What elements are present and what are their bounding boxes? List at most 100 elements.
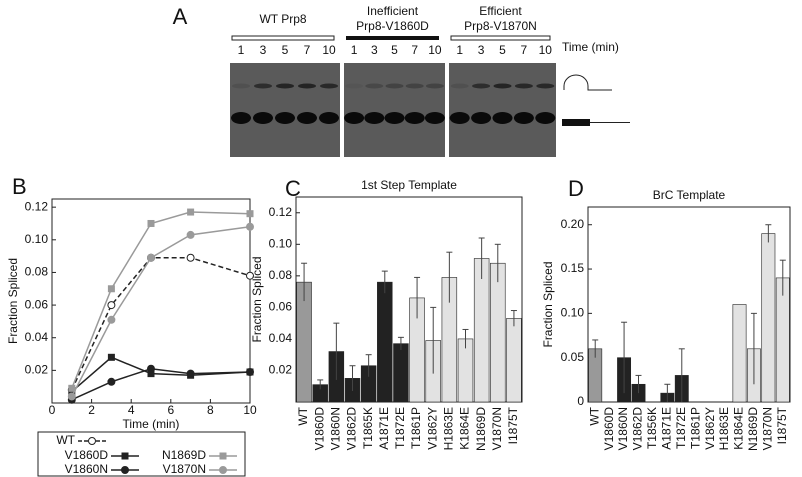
marker <box>121 452 129 460</box>
band-lower <box>364 112 385 124</box>
marker <box>219 466 227 474</box>
x-tick-label: V1870N <box>490 407 504 450</box>
group-title: Prp8-V1860D <box>356 19 429 33</box>
lane-label: 7 <box>521 43 528 57</box>
x-tick-label: N1869D <box>474 407 488 451</box>
group-bar <box>450 35 551 41</box>
marker <box>147 253 155 262</box>
x-tick-label: 10 <box>243 403 257 417</box>
y-tick-label: 0.10 <box>25 232 49 246</box>
plot-frame <box>51 198 251 404</box>
bar <box>775 277 790 403</box>
y-tick-label: 0.20 <box>561 217 585 231</box>
x-tick-label: 2 <box>88 403 95 417</box>
y-axis-label: Fraction Spliced <box>541 261 555 347</box>
y-axis-label: Fraction Spliced <box>250 256 264 342</box>
lane-label: 7 <box>411 43 418 57</box>
legend-box <box>37 431 246 477</box>
marker <box>246 210 254 218</box>
x-tick-label: H1863E <box>717 407 731 450</box>
chart-title: 1st Step Template <box>361 178 457 192</box>
band-upper <box>254 83 272 89</box>
y-tick-label: 0.10 <box>269 236 293 250</box>
band-lower <box>384 112 405 124</box>
marker <box>186 369 195 378</box>
group-title: Efficient <box>479 4 522 18</box>
marker <box>246 222 254 231</box>
x-tick-label: 8 <box>207 403 214 417</box>
band-upper <box>320 83 338 89</box>
group-bar <box>231 35 335 41</box>
marker <box>121 466 129 474</box>
y-tick-label: 0.12 <box>25 199 49 213</box>
band-lower <box>471 112 492 124</box>
x-tick-label: T1872E <box>393 407 407 449</box>
marker <box>107 315 116 324</box>
band-lower <box>535 112 556 124</box>
band-lower <box>319 112 339 124</box>
gel-panel <box>230 63 340 157</box>
group-bar <box>346 36 439 40</box>
band-upper <box>536 83 555 89</box>
lane-label: 3 <box>371 43 378 57</box>
x-tick-label: V1862Y <box>703 407 717 450</box>
band-lower <box>449 112 470 124</box>
y-tick-label: 0.04 <box>25 330 49 344</box>
band-upper <box>385 83 404 89</box>
marker <box>107 301 116 310</box>
x-tick-label: T1861P <box>409 407 423 449</box>
bar <box>393 343 409 403</box>
band-lower <box>253 112 273 124</box>
lane-label: 1 <box>238 43 245 57</box>
y-tick-label: 0.02 <box>269 363 293 377</box>
marker <box>147 219 155 227</box>
lane-label: 7 <box>304 43 311 57</box>
lane-label: 3 <box>260 43 267 57</box>
x-tick-label: V1860N <box>329 407 343 450</box>
band-upper <box>298 83 316 89</box>
y-tick-label: 0.04 <box>269 331 293 345</box>
band-lower <box>344 112 365 124</box>
plot-frame <box>295 196 523 403</box>
bar <box>506 318 522 403</box>
x-tick-label: H1863E <box>442 407 456 450</box>
band-upper <box>345 83 364 89</box>
marker <box>147 364 155 373</box>
gel-panel <box>344 63 445 157</box>
band-upper <box>365 83 384 89</box>
legend-label: V1870N <box>163 462 206 476</box>
y-tick-label: 0.08 <box>269 268 293 282</box>
bar <box>732 304 747 403</box>
plot-frame <box>587 206 791 403</box>
bar <box>473 258 490 403</box>
y-axis-label: Fraction Spliced <box>6 258 20 344</box>
x-tick-label: V1860D <box>602 407 616 451</box>
legend-label: WT <box>56 433 75 447</box>
marker <box>88 437 96 445</box>
band-lower <box>492 112 513 124</box>
lane-label: 1 <box>351 43 358 57</box>
x-tick-label: V1870N <box>761 407 775 450</box>
x-tick-label: A1871E <box>660 407 674 450</box>
lane-label: 10 <box>539 43 553 57</box>
band-upper <box>405 83 424 89</box>
x-tick-label: V1862D <box>345 407 359 451</box>
group-title: Prp8-V1870N <box>464 19 537 33</box>
panel-label: B <box>12 174 27 199</box>
lane-label: 5 <box>391 43 398 57</box>
x-tick-label: I1875T <box>775 406 789 444</box>
marker <box>186 253 195 262</box>
x-tick-label: A1871E <box>377 407 391 450</box>
lane-label: 5 <box>282 43 289 57</box>
marker <box>67 392 76 401</box>
y-tick-label: 0.05 <box>561 350 585 364</box>
marker <box>147 370 155 378</box>
band-upper <box>514 83 533 89</box>
x-tick-label: 4 <box>128 403 135 417</box>
marker <box>219 452 227 460</box>
lane-label: 1 <box>456 43 463 57</box>
band-lower <box>424 112 445 124</box>
x-tick-label: V1860D <box>312 407 326 451</box>
y-tick-label: 0 <box>577 394 584 408</box>
